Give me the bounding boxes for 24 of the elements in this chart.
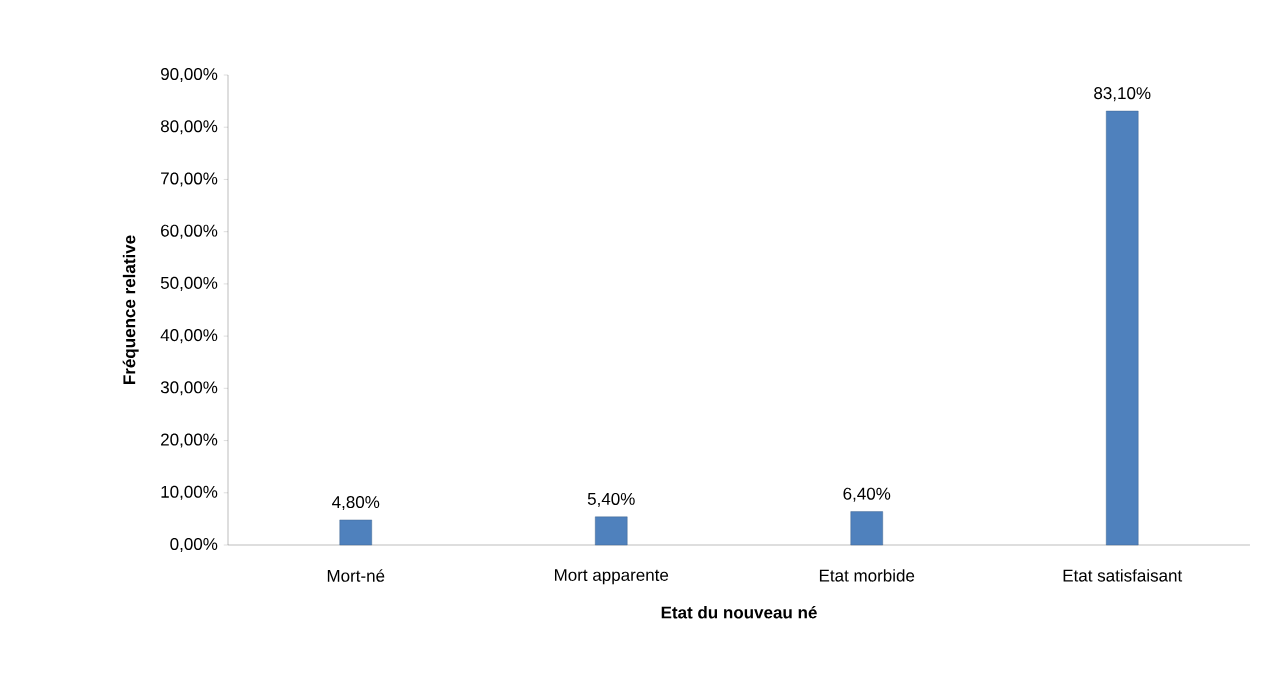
data-label: 6,40% bbox=[843, 487, 891, 502]
x-tick-label: Mort-né bbox=[327, 569, 385, 582]
y-tick-label: 10,00% bbox=[161, 485, 218, 500]
x-tick-label: Etat morbide bbox=[819, 569, 915, 582]
bar bbox=[595, 516, 628, 546]
y-tick-label: 40,00% bbox=[160, 329, 218, 344]
data-label: 5,40% bbox=[587, 492, 635, 507]
y-tick-label: 60,00% bbox=[161, 224, 218, 239]
data-label: 4,80% bbox=[332, 496, 380, 511]
y-tick-label: 70,00% bbox=[161, 172, 218, 187]
y-tick-label: 20,00% bbox=[161, 433, 218, 448]
y-tick-label: 50,00% bbox=[160, 276, 218, 291]
bar bbox=[339, 519, 372, 546]
x-tick-label: Mort apparente bbox=[555, 569, 669, 585]
bar bbox=[850, 511, 883, 546]
y-tick-label: 0,00% bbox=[170, 537, 218, 553]
y-tick-label: 80,00% bbox=[160, 120, 218, 135]
y-axis-title: Fréquence relative bbox=[122, 235, 139, 384]
y-tick-label: 30,00% bbox=[160, 381, 218, 396]
x-tick-label: Etat satisfaisant bbox=[1063, 569, 1183, 582]
x-axis-title: Etat du nouveau né bbox=[661, 605, 817, 619]
data-label: 83,10% bbox=[1094, 87, 1151, 102]
y-tick-label: 90,00% bbox=[161, 67, 218, 83]
bar bbox=[1106, 110, 1139, 546]
